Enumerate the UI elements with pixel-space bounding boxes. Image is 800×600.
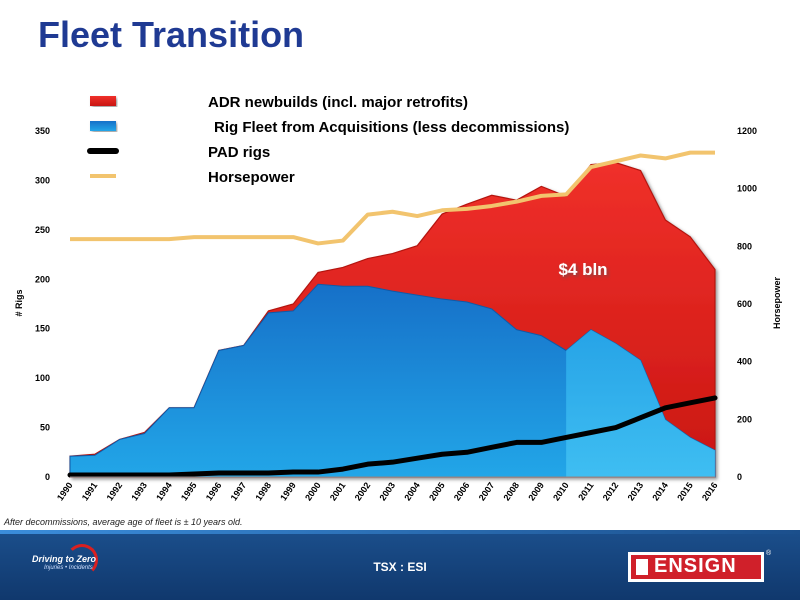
x-tick-label: 2014 (650, 480, 670, 502)
ensign-wordmark: ENSIGN (654, 555, 737, 577)
y-tick-label: 150 (35, 324, 50, 334)
pad-rigs-line (67, 395, 718, 478)
y2-tick-label: 1200 (737, 126, 757, 136)
legend-label: ADR newbuilds (incl. major retrofits) (208, 94, 468, 111)
driving-to-zero-logo: Driving to Zero Injuries • Incidents (32, 544, 112, 578)
y2-tick-label: 400 (737, 357, 752, 367)
fleet-transition-chart: 0 50 100 150 200 250 300 350 0 200 400 600 800 1000 12… (14, 94, 782, 503)
rig-fleet-area-recent (566, 329, 715, 477)
x-tick-label: 2005 (427, 480, 447, 502)
legend-swatch-fleet (90, 121, 116, 131)
x-tick-label: 1993 (129, 480, 149, 502)
x-tick-label: 2013 (626, 480, 646, 502)
footnote: After decommissions, average age of flee… (4, 517, 243, 527)
logo-text: Driving to Zero (32, 554, 97, 564)
y2-axis-title: Horsepower (772, 276, 782, 329)
y-tick-label: 350 (35, 126, 50, 136)
x-tick-label: 1997 (229, 480, 249, 502)
x-tick-label: 1991 (80, 480, 100, 502)
y-tick-label: 200 (35, 274, 50, 284)
page-title: Fleet Transition (38, 14, 305, 55)
y2-tick-label: 1000 (737, 184, 757, 194)
legend-label: Rig Fleet from Acquisitions (less decomm… (214, 119, 569, 136)
x-tick-label: 1999 (278, 480, 298, 502)
y2-tick-label: 0 (737, 472, 742, 482)
legend-swatch-adr (90, 96, 116, 106)
y-tick-label: 300 (35, 175, 50, 185)
footer-stripe (0, 530, 800, 534)
x-tick-label: 2011 (576, 480, 595, 502)
y-tick-label: 100 (35, 373, 50, 383)
x-tick-label: 2008 (501, 480, 521, 502)
x-tick-label: 1990 (55, 480, 75, 502)
x-tick-label: 1992 (105, 480, 125, 502)
x-tick-label: 1994 (154, 480, 174, 502)
y2-tick-label: 800 (737, 241, 752, 251)
registered-mark-icon: ® (766, 550, 772, 557)
x-tick-label: 1998 (253, 480, 273, 502)
legend-label: PAD rigs (208, 144, 270, 161)
x-tick-label: 2004 (402, 480, 422, 502)
x-tick-label: 2001 (328, 480, 348, 502)
x-tick-label: 2015 (675, 480, 695, 502)
x-tick-label: 1996 (204, 480, 224, 502)
x-tick-label: 1995 (179, 480, 199, 502)
y-tick-label: 250 (35, 225, 50, 235)
x-tick-label: 2002 (353, 480, 373, 502)
swoosh-icon (66, 544, 98, 576)
footer-bar: Driving to Zero Injuries • Incidents TSX… (0, 530, 800, 600)
x-tick-label: 2006 (452, 480, 472, 502)
legend-label: Horsepower (208, 169, 295, 186)
x-tick-label: 2016 (700, 480, 720, 502)
logo-subtext: Injuries • Incidents (44, 565, 93, 571)
ensign-logo-bar (631, 555, 761, 579)
x-tick-label: 2012 (601, 480, 621, 502)
ensign-e-mark-icon (636, 559, 648, 575)
annotation-label: $4 bln (558, 260, 607, 279)
y-tick-label: 0 (45, 472, 50, 482)
y2-tick-label: 200 (737, 414, 752, 424)
x-tick-label: 2007 (477, 480, 497, 502)
y2-tick-label: 600 (737, 299, 752, 309)
x-tick-label: 2009 (526, 480, 546, 502)
ensign-logo: ENSIGN ® (628, 550, 771, 582)
y-tick-label: 50 (40, 423, 50, 433)
x-tick-label: 2000 (303, 480, 323, 502)
x-tick-label: 2003 (377, 480, 397, 502)
ticker-symbol: TSX : ESI (373, 560, 427, 574)
y-axis-title: # Rigs (14, 289, 24, 316)
x-tick-label: 2010 (551, 480, 571, 502)
horsepower-line (70, 150, 715, 246)
